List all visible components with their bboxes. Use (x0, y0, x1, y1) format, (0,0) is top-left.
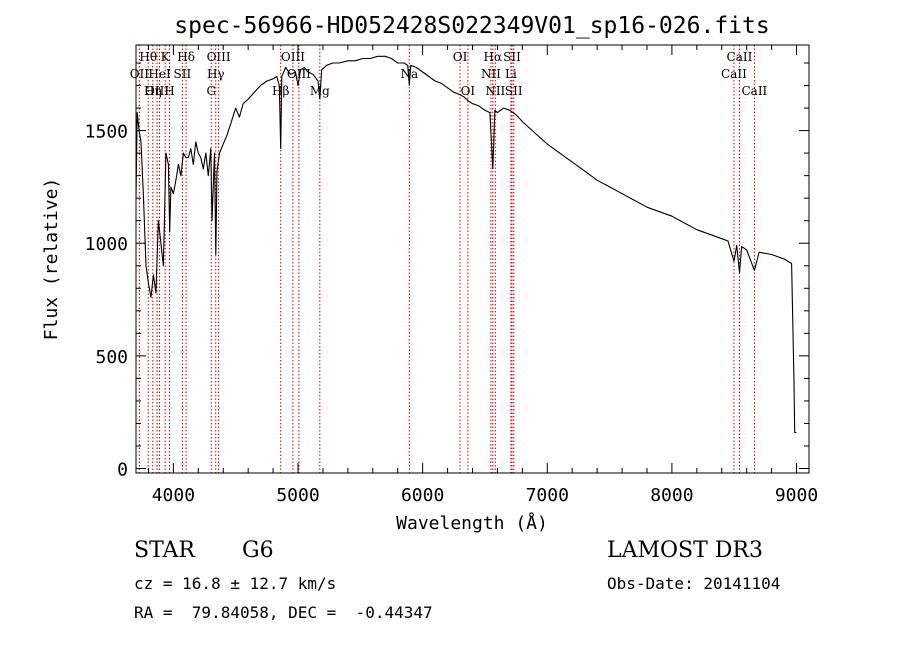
x-tick-label: 4000 (152, 485, 195, 506)
y-tick-label: 1500 (85, 122, 128, 143)
line-marker-label: NII (481, 67, 501, 81)
coordinates-readout: RA = 79.84058, DEC = -0.44347 (134, 603, 433, 622)
line-marker-label: OIII (281, 50, 305, 64)
object-subclass: G6 (242, 538, 274, 563)
line-marker-label: OI (461, 84, 476, 98)
line-marker-label: Hη (144, 84, 162, 98)
plot-frame (135, 44, 810, 474)
y-tick-label: 1000 (85, 234, 128, 255)
line-marker-label: OII (130, 67, 150, 81)
line-marker-label: G (206, 84, 216, 98)
x-axis: 4000 5000 6000 7000 8000 9000 (147, 45, 818, 506)
line-markers (138, 45, 755, 473)
line-marker-label: Hθ (139, 50, 157, 64)
line-marker-label: HeI (148, 67, 171, 81)
y-tick-label: 500 (95, 347, 128, 368)
line-marker-label: CaII (727, 50, 753, 64)
line-marker-label: Hγ (207, 67, 225, 81)
line-marker-label: Na (400, 67, 418, 81)
y-axis-label: Flux (relative) (41, 178, 62, 341)
line-marker-label: SII (174, 67, 192, 81)
line-marker-label: K (161, 50, 171, 64)
line-marker-label: CaII (721, 67, 747, 81)
line-marker-label: H (164, 84, 174, 98)
line-marker-label: Hδ (177, 50, 195, 64)
line-marker-label: OIII (287, 67, 311, 81)
x-tick-label: 8000 (650, 485, 693, 506)
redshift-readout: cz = 16.8 ± 12.7 km/s (134, 574, 337, 593)
observation-date: Obs-Date: 20141104 (607, 574, 781, 593)
line-marker-label: OI (453, 50, 468, 64)
line-marker-label: Hα (484, 50, 503, 64)
line-marker-label: OIII (207, 50, 231, 64)
line-marker-label: Li (505, 67, 517, 81)
x-tick-label: 5000 (276, 485, 319, 506)
line-marker-label: NII (485, 84, 505, 98)
line-marker-label: Hβ (272, 84, 289, 98)
line-marker-label: SII (503, 50, 521, 64)
y-axis: 0 500 1000 1500 (85, 62, 809, 480)
chart-title: spec-56966-HD052428S022349V01_sp16-026.f… (174, 13, 769, 39)
x-tick-label: 7000 (526, 485, 569, 506)
x-axis-label: Wavelength (Å) (396, 512, 548, 534)
line-marker-label: OIII (145, 84, 169, 98)
x-tick-label: 9000 (775, 485, 818, 506)
x-tick-label: 6000 (401, 485, 444, 506)
line-marker-label: SII (505, 84, 523, 98)
spectrum-line (135, 55, 797, 434)
survey-name: LAMOST DR3 (607, 538, 763, 563)
line-marker-label: CaII (741, 84, 767, 98)
object-class: STAR (134, 538, 195, 563)
y-tick-label: 0 (117, 459, 128, 480)
